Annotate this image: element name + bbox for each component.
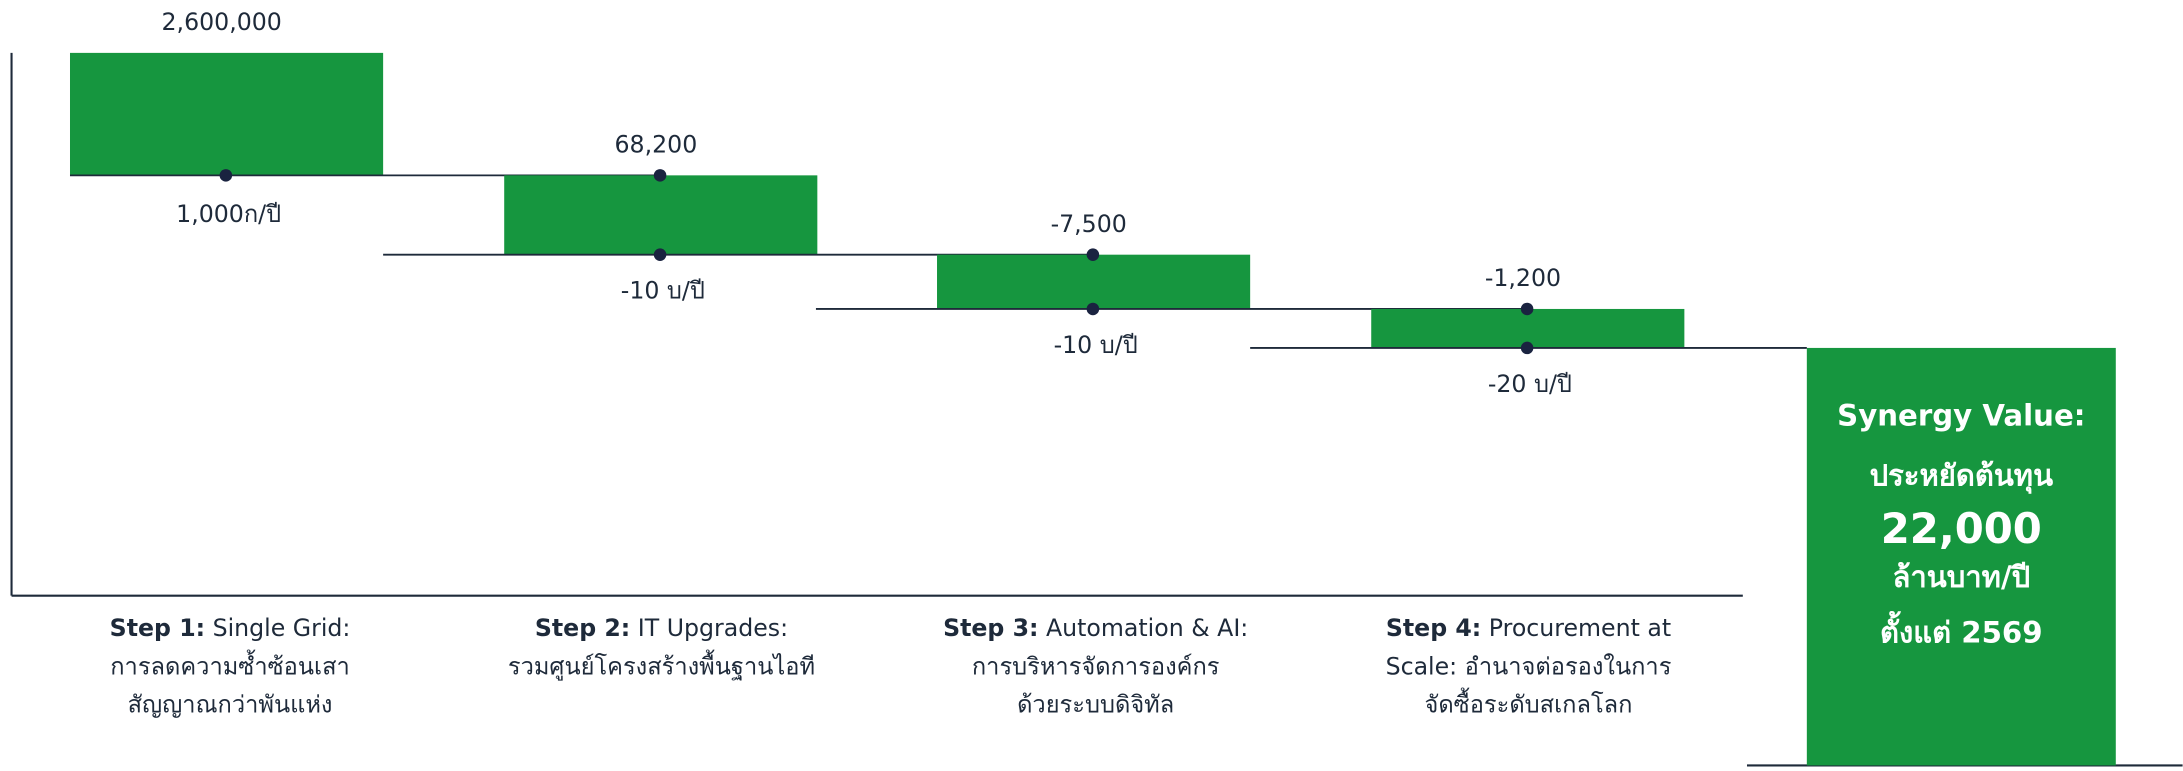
step-label-text: รวมศูนย์โครงสร้างพื้นฐานไอที: [508, 649, 815, 681]
step-label: จัดซื้อระดับสเกลโลก: [1424, 687, 1632, 718]
step-label-text: การลดความซ้ำซ้อนเสา: [110, 649, 350, 680]
step-label-text: Scale: อำนาจต่อรองในการ: [1386, 652, 1672, 680]
step-label-text: Procurement at: [1481, 614, 1671, 642]
step-label: สัญญาณกว่าพันแห่ง: [128, 690, 333, 718]
top-value: -1,200: [1485, 264, 1561, 292]
top-value: -7,500: [1051, 210, 1127, 238]
dot: [1086, 302, 1100, 316]
total-text: ล้านบาท/ปี: [1892, 560, 2030, 594]
step-label-text: Automation & AI:: [1038, 614, 1248, 642]
step-bar: [937, 254, 1251, 309]
top-value: 68,200: [615, 131, 698, 159]
step-label-text: สัญญาณกว่าพันแห่ง: [128, 690, 333, 718]
total-box: [1806, 347, 2116, 766]
step-label: Step 3: Automation & AI:: [943, 614, 1248, 642]
bottom-value: -10 บ/ปี: [621, 277, 705, 305]
top-value: 2,600,000: [162, 8, 282, 36]
total-text: Synergy Value:: [1837, 399, 2085, 433]
step-label-text: การบริหารจัดการองค์กร: [972, 652, 1220, 680]
step-bar: [1371, 308, 1685, 348]
dot: [1520, 341, 1534, 355]
step-label: การลดความซ้ำซ้อนเสา: [110, 649, 350, 680]
step-label: Scale: อำนาจต่อรองในการ: [1386, 652, 1672, 680]
step-label: Step 2: IT Upgrades:: [535, 614, 788, 642]
step-label-text: จัดซื้อระดับสเกลโลก: [1424, 687, 1632, 718]
step-label: ด้วยระบบดิจิทัล: [1017, 690, 1174, 718]
total-text: ตั้งแต่ 2569: [1880, 611, 2043, 650]
step-label-text: ด้วยระบบดิจิทัล: [1017, 690, 1174, 718]
total-text: ประหยัดต้นทุน: [1870, 458, 2053, 493]
step-label-bold: Step 4:: [1386, 614, 1481, 642]
step-bar: [504, 175, 818, 255]
step-label: รวมศูนย์โครงสร้างพื้นฐานไอที: [508, 649, 815, 681]
bottom-value: 1,000ก/ปี: [176, 200, 281, 228]
dot: [1086, 248, 1100, 261]
step-bar: [69, 52, 384, 176]
dot: [653, 169, 667, 182]
step-label-bold: Step 1:: [110, 614, 205, 642]
step-label-text: Single Grid:: [205, 614, 350, 642]
dot: [219, 169, 233, 182]
step-label-bold: Step 3:: [943, 614, 1038, 642]
total-text: 22,000: [1881, 504, 2042, 553]
step-label: Step 4: Procurement at: [1386, 614, 1671, 642]
bottom-value: -20 บ/ปี: [1488, 370, 1572, 398]
step-label: การบริหารจัดการองค์กร: [972, 652, 1220, 680]
step-label: Step 1: Single Grid:: [110, 614, 351, 642]
step-label-text: IT Upgrades:: [630, 614, 788, 642]
dot: [1520, 302, 1534, 316]
step-label-bold: Step 2:: [535, 614, 630, 642]
bottom-value: -10 บ/ปี: [1054, 331, 1138, 359]
dot: [653, 248, 667, 261]
